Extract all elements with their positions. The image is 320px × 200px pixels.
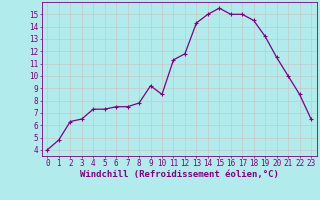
X-axis label: Windchill (Refroidissement éolien,°C): Windchill (Refroidissement éolien,°C)	[80, 170, 279, 179]
